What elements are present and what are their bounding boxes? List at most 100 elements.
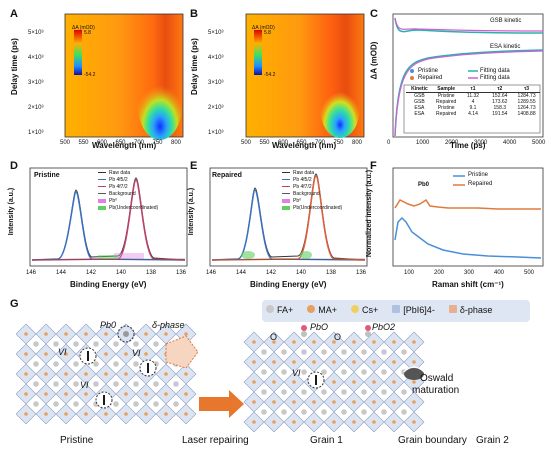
pb52-e [211,189,366,261]
y-tick-b: 1×10³ [208,130,224,136]
y-tick-b: 4×10³ [208,55,224,61]
panel-label-c: C [370,8,378,20]
xlabel-a: Wavelength (nm) [92,141,157,150]
legend-item: Pb 4f7/2 [282,184,342,191]
pb72-d [31,179,186,261]
legend-item: Pb 4f7/2 [98,184,158,191]
table-cell: 11.32 [466,93,480,99]
panel-label-b: B [190,8,198,20]
esa-label: ESA kinetic [490,44,521,50]
panel-label-a: A [10,8,18,20]
table-cell: τ1 [470,86,476,92]
x-tick-c: 3000 [474,140,488,146]
table-cell: 1264.73 [517,105,536,111]
legend-g-item: FA+ [266,305,293,315]
table-cell: 191.54 [492,111,508,117]
x-tick-b: 750 [333,140,344,146]
repaired-series [394,198,541,210]
table-cell: Pristine [437,93,455,99]
ylabel-d: Intensity (a.u.) [8,187,16,236]
x-tick-b: 800 [352,140,363,146]
table-cell: ESA [414,105,425,111]
xps-plot-e [209,167,368,267]
x-tick-e: 144 [236,270,247,276]
legend-c-fit1: Fitting data [480,68,510,74]
vacancy-label-1: VI [58,347,67,357]
y-tick-b: 5×10³ [208,30,224,36]
y-tick-b: 2×10³ [208,105,224,111]
legend-g-item: MA+ [307,305,337,315]
table-cell: Kinetic [411,86,428,92]
gsb-pristine-curve [394,17,544,34]
legend-item: Pb(Undercoordinated) [98,205,158,212]
x-tick-a: 750 [152,140,163,146]
table-cell: ESA [414,111,425,117]
colorbar-min-a: -54.2 [84,72,96,78]
y-tick-a: 1×10³ [28,130,44,136]
x-tick-a: 650 [115,140,126,146]
x-tick-d: 144 [56,270,67,276]
lattice-schematic [16,323,425,432]
legend-item: Pb(Undercoordinated) [282,205,342,212]
colorbar-a [74,30,82,75]
vacancy-label-4: VI [292,368,301,378]
caption-grain-2: Grain 2 [476,435,509,446]
table-cell: τ2 [497,86,503,92]
ylabel-e: Intensity (a.u.) [188,187,196,236]
x-tick-f: 500 [524,270,535,276]
raman-plot-f [392,167,544,267]
x-tick-b: 650 [296,140,307,146]
gsb-label: GSB kinetic [490,18,522,24]
panel-label-g: G [10,298,19,310]
legend-item: Raw data [282,170,342,177]
xlabel-d: Binding Energy (eV) [70,280,147,289]
o-label-1: O [270,332,278,342]
ylabel-f: Normalized intensity (a.u.) [366,169,374,258]
legend-item: Pb 4f5/2 [98,177,158,184]
caption-laser-repairing: Laser repairing [182,435,249,446]
tag-d: Pristine [34,172,60,179]
table-cell: 158.3 [493,105,507,111]
x-tick-b: 600 [278,140,289,146]
table-cell: 9.1 [469,105,477,111]
pb0-annotation: Pb0 [418,182,430,188]
x-tick-e: 136 [356,270,367,276]
table-cell: Sample [437,86,456,92]
x-tick-a: 800 [171,140,182,146]
xlabel-c: Time (ps) [450,141,486,150]
xlabel-f: Raman shift (cm⁻¹) [432,280,504,289]
kinetics-plot-c [392,13,544,138]
vacancy-label-3: VI [80,380,89,390]
table-cell: 152.64 [492,93,508,99]
oswald-line-1: Oswald [420,373,454,384]
heatmap-a [64,13,184,140]
x-tick-a: 600 [97,140,108,146]
y-tick-a: 4×10³ [28,55,44,61]
x-tick-b: 550 [259,140,270,146]
panel-label-e: E [190,160,198,172]
colorbar-min-b: -54.2 [264,72,276,78]
x-tick-c: 1000 [416,140,430,146]
table-cell: 4 [471,99,475,105]
x-tick-b: 500 [241,140,252,146]
table-row: ESA Pristine 9.1 158.3 1264.73 [406,105,540,111]
legend-item: Pb 4f5/2 [282,177,342,184]
ylabel-b: Delay time (ps) [189,38,199,95]
xps-plot-d [29,167,188,267]
y-tick-a: 2×10³ [28,105,44,111]
x-tick-a: 550 [78,140,89,146]
ylabel-a: Delay time (ps) [9,38,19,95]
table-row: GSB Repaired 4 173.62 1289.55 [406,99,540,105]
y-tick-a: 5×10³ [28,30,44,36]
caption-grain-boundary: Grain boundary [398,435,467,446]
x-tick-a: 700 [134,140,145,146]
oswald-line-2: maturation [412,385,460,396]
pb0-label: Pb0 [100,320,117,330]
x-tick-d: 136 [176,270,187,276]
legend-item: Pb⁰ [98,198,158,205]
legend-c-fit2: Fitting data [480,75,510,81]
xlabel-e: Binding Energy (eV) [250,280,327,289]
ylabel-c: ΔA (mOD) [369,41,379,80]
legend-item: Pb⁰ [282,198,342,205]
colorbar-title-a: ΔA (mOD) [72,25,95,31]
